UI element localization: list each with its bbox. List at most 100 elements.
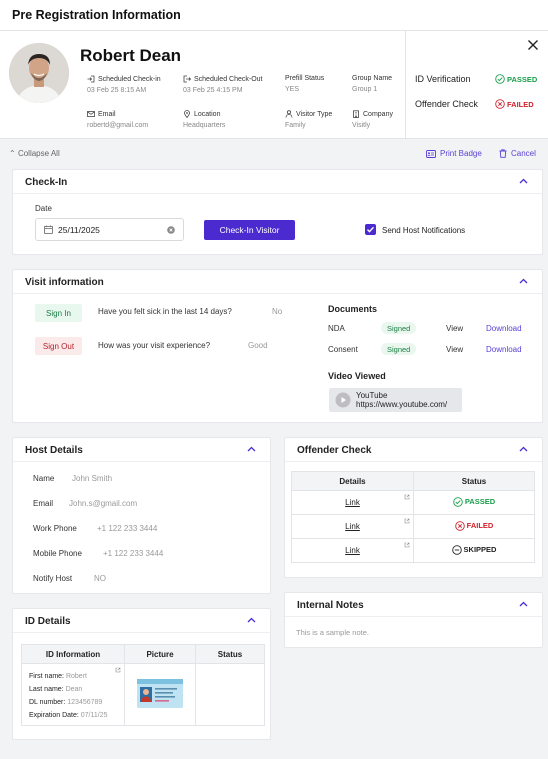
checkin-card-header[interactable]: Check-In	[13, 170, 542, 194]
sign-out-answer: Good	[248, 341, 268, 350]
offender-check-card: Offender Check Details Status Link PASSE…	[284, 437, 543, 578]
checkin-visitor-button[interactable]: Check-In Visitor	[204, 220, 295, 240]
id-information-header: ID Information	[21, 644, 125, 664]
sign-out-pill[interactable]: Sign Out	[35, 337, 82, 355]
offender-link[interactable]: Link	[345, 522, 360, 531]
logout-icon	[183, 75, 191, 83]
chevron-up-icon[interactable]	[519, 178, 528, 184]
visitor-profile: Robert Dean Scheduled Check-in 03 Feb 25…	[0, 31, 548, 139]
notes-text: This is a sample note.	[296, 628, 369, 637]
print-badge-button[interactable]: Print Badge	[426, 149, 482, 158]
calendar-icon	[44, 225, 53, 234]
page-header: Pre Registration Information	[0, 0, 548, 31]
login-icon	[87, 75, 95, 83]
signed-badge: Signed	[381, 322, 417, 334]
id-details-card: ID Details ID Information Picture Status…	[12, 608, 271, 740]
play-icon	[335, 392, 351, 408]
date-input[interactable]: 25/11/2025	[35, 218, 184, 241]
view-link[interactable]: View	[446, 324, 464, 333]
external-link-icon[interactable]	[404, 494, 410, 500]
host-mobile-phone-label: Mobile Phone	[33, 549, 82, 558]
notes-title: Internal Notes	[297, 600, 364, 611]
host-name-value: John Smith	[72, 474, 113, 483]
prefill-status-field: Prefill Status YES	[285, 75, 325, 93]
table-row: Link SKIPPED	[291, 538, 535, 563]
sign-in-answer: No	[272, 307, 283, 316]
chevron-up-icon: ⌃	[9, 149, 16, 158]
signed-badge: Signed	[381, 343, 417, 355]
external-link-icon[interactable]	[404, 518, 410, 524]
host-details-card: Host Details Name John Smith Email John.…	[12, 437, 271, 594]
company-field: Company Visitly	[352, 110, 393, 129]
badge-icon	[426, 149, 436, 158]
video-item[interactable]: YouTube https://www.youtube.com/	[329, 388, 462, 412]
video-viewed-title: Video Viewed	[328, 371, 386, 381]
external-link-icon[interactable]	[404, 542, 410, 548]
host-name-label: Name	[33, 474, 55, 483]
download-link[interactable]: Download	[486, 324, 522, 333]
id-information-cell: First name: Robert Last name: Dean DL nu…	[21, 663, 125, 726]
offender-link[interactable]: Link	[345, 546, 360, 555]
scheduled-checkout-field: Scheduled Check-Out 03 Feb 25 4:15 PM	[183, 75, 263, 95]
close-icon[interactable]	[527, 39, 539, 51]
offender-link[interactable]: Link	[345, 498, 360, 507]
checkin-title: Check-In	[25, 177, 68, 188]
view-link[interactable]: View	[446, 345, 464, 354]
actions-toolbar: ⌃ Collapse All Print Badge Cancel	[0, 144, 548, 162]
table-row: First name: Robert Last name: Dean DL nu…	[21, 663, 265, 726]
id-card-image[interactable]	[137, 679, 183, 708]
table-row: Link PASSED	[291, 490, 535, 515]
trash-icon	[499, 149, 507, 158]
offender-title: Offender Check	[297, 445, 372, 456]
building-icon	[353, 110, 359, 118]
mail-icon	[87, 111, 95, 117]
failed-badge: FAILED	[495, 99, 534, 109]
id-verification-status: ID Verification PASSED	[415, 74, 538, 84]
document-name: Consent	[328, 345, 358, 354]
failed-badge: FAILED	[454, 520, 493, 531]
send-host-notifications-label: Send Host Notifications	[382, 226, 466, 235]
profile-divider	[405, 31, 406, 139]
id-details-title: ID Details	[25, 616, 71, 627]
offender-table: Details Status Link PASSED Link FAILED L…	[291, 471, 535, 563]
visitor-name: Robert Dean	[80, 46, 182, 65]
check-circle-icon	[453, 496, 463, 507]
clear-icon[interactable]	[167, 226, 175, 234]
host-card-header[interactable]: Host Details	[13, 438, 270, 462]
date-label: Date	[35, 204, 52, 213]
check-icon	[367, 226, 375, 233]
x-circle-icon	[495, 99, 505, 109]
location-field: Location Headquarters	[183, 110, 226, 129]
visit-card-header[interactable]: Visit information	[13, 270, 542, 294]
id-details-card-header[interactable]: ID Details	[13, 609, 270, 633]
external-link-icon[interactable]	[115, 667, 121, 673]
sign-in-pill[interactable]: Sign In	[35, 304, 82, 322]
id-status-cell	[195, 663, 265, 726]
notes-card-header[interactable]: Internal Notes	[285, 593, 542, 617]
video-url: https://www.youtube.com/	[356, 400, 448, 409]
details-header: Details	[291, 471, 414, 491]
scheduled-checkin-field: Scheduled Check-in 03 Feb 25 8:15 AM	[87, 75, 161, 95]
checkin-card: Check-In Date 25/11/2025 Check-In Visito…	[12, 169, 543, 255]
chevron-up-icon[interactable]	[519, 278, 528, 284]
chevron-up-icon[interactable]	[247, 617, 256, 623]
download-link[interactable]: Download	[486, 345, 522, 354]
location-pin-icon	[184, 110, 190, 118]
send-host-notifications-checkbox[interactable]	[365, 224, 376, 235]
chevron-up-icon[interactable]	[519, 601, 528, 607]
check-circle-icon	[495, 74, 505, 84]
host-mobile-phone-value: +1 122 233 3444	[103, 549, 164, 558]
cancel-button[interactable]: Cancel	[499, 149, 536, 158]
offender-card-header[interactable]: Offender Check	[285, 438, 542, 462]
visit-title: Visit information	[25, 277, 104, 288]
x-circle-icon	[454, 520, 465, 531]
notify-host-label: Notify Host	[33, 574, 73, 583]
documents-title: Documents	[328, 304, 378, 314]
person-icon	[285, 110, 293, 118]
status-header: Status	[413, 471, 535, 491]
collapse-all-button[interactable]: ⌃ Collapse All	[9, 149, 60, 158]
chevron-up-icon[interactable]	[247, 446, 256, 452]
chevron-up-icon[interactable]	[519, 446, 528, 452]
host-title: Host Details	[25, 445, 83, 456]
picture-header: Picture	[124, 644, 196, 664]
